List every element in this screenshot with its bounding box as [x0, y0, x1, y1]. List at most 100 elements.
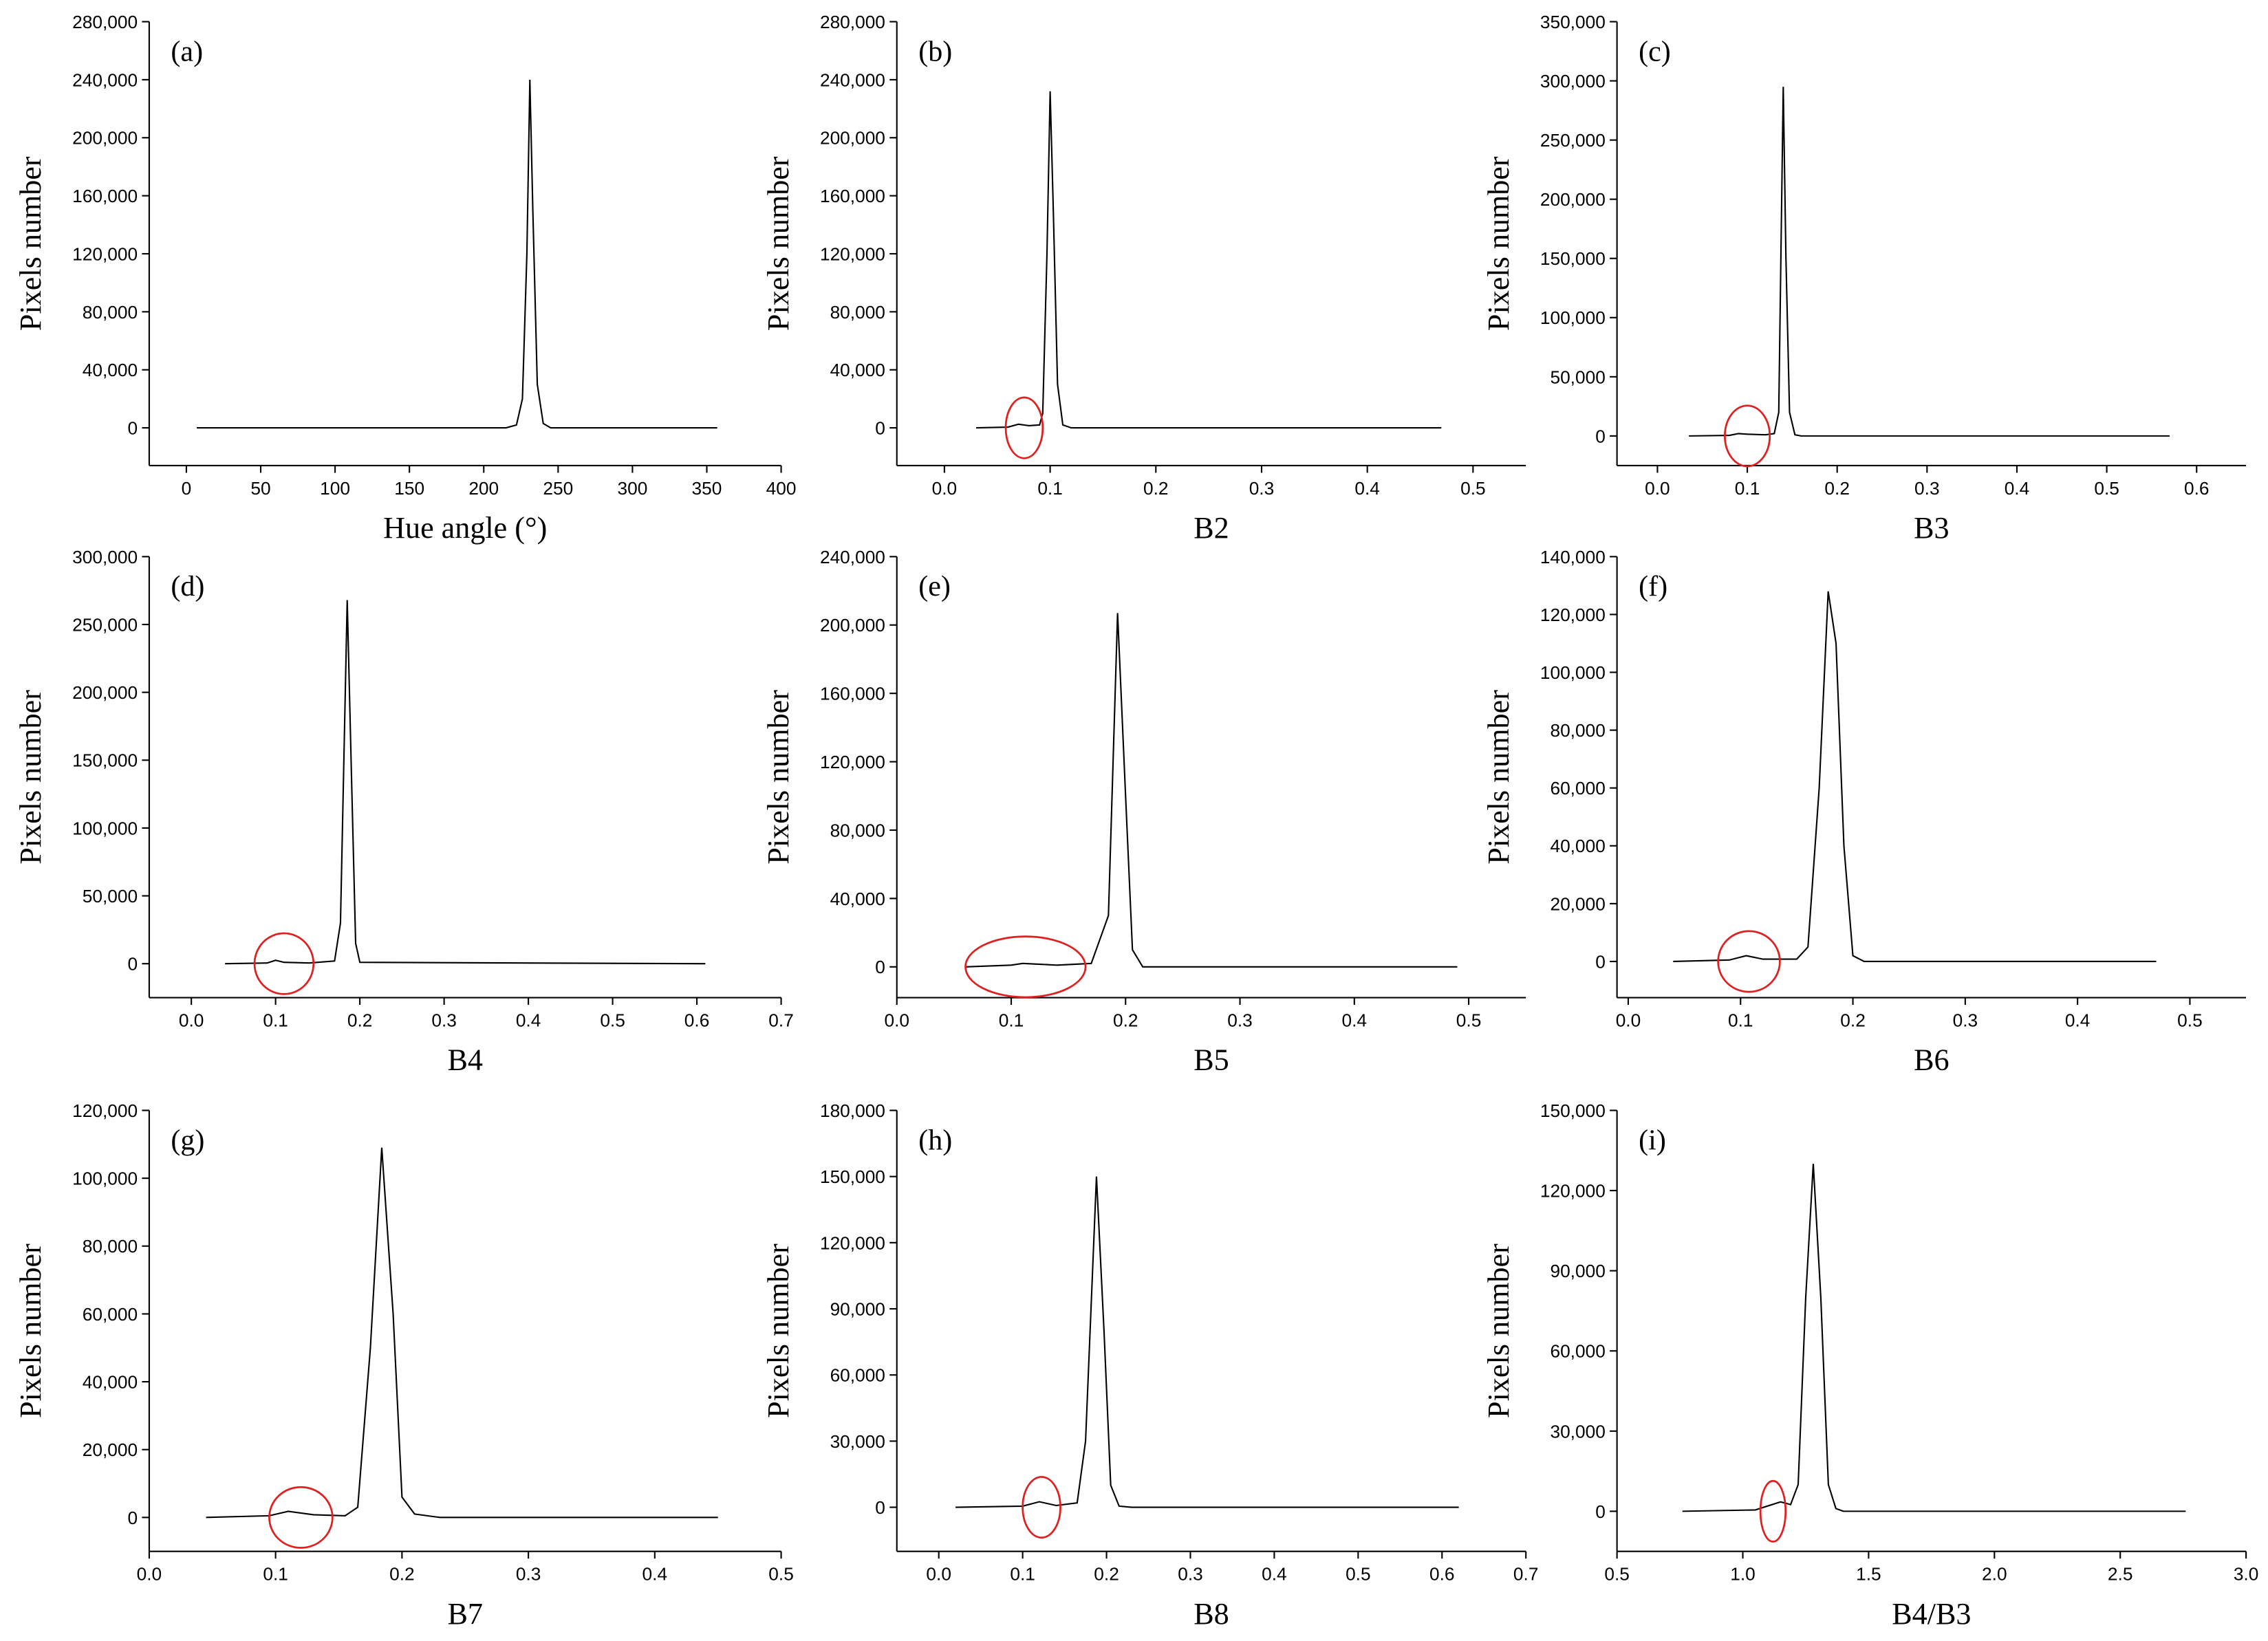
x-tick-label: 0.1 [1037, 478, 1063, 499]
panel: 0 30,000 60,000 90,000 120,000 150,000 180,000… [762, 1100, 1538, 1631]
x-tick-label: 0.4 [2065, 1010, 2091, 1031]
x-tick-label: 0.5 [1604, 1564, 1630, 1585]
highlight-circle [1022, 1476, 1061, 1539]
x-tick-label: 0.0 [179, 1010, 204, 1031]
data-line [955, 1176, 1459, 1508]
y-tick-label: 0 [127, 954, 138, 975]
x-tick-label: 400 [766, 478, 797, 499]
y-tick-label: 20,000 [83, 1439, 138, 1460]
x-tick-label: 0.1 [263, 1010, 288, 1031]
y-tick-label: 0 [1595, 951, 1606, 972]
x-tick-label: 0.0 [932, 478, 958, 499]
x-tick-label: 0.2 [389, 1564, 415, 1585]
x-tick-label: 0.1 [263, 1564, 288, 1585]
x-tick-label: 0.0 [884, 1010, 909, 1031]
y-tick-label: 200,000 [72, 682, 138, 703]
y-tick-label: 100,000 [1540, 662, 1606, 683]
x-tick-label: 0.0 [1645, 478, 1670, 499]
y-axis-label: Pixels number [762, 1243, 795, 1418]
x-tick-label: 0.2 [1143, 478, 1169, 499]
panel-label: (e) [918, 571, 951, 602]
y-tick-label: 150,000 [820, 1166, 885, 1187]
y-axis-label: Pixels number [1482, 1243, 1515, 1418]
x-tick-label: 100 [320, 478, 350, 499]
y-tick-label: 0 [127, 418, 138, 439]
panel: 0 40,000 80,000 120,000 160,000 200,000 240,00… [762, 12, 1526, 545]
x-tick-label: 0.4 [642, 1564, 668, 1585]
y-tick-label: 30,000 [830, 1431, 885, 1452]
x-tick-label: 0.0 [1616, 1010, 1641, 1031]
x-tick-label: 0.5 [600, 1010, 625, 1031]
panel-label: (a) [171, 36, 203, 67]
x-tick-label: 0.4 [2005, 478, 2030, 499]
x-tick-label: 0.6 [684, 1010, 710, 1031]
x-tick-label: 0.2 [1840, 1010, 1866, 1031]
x-tick-label: 0.3 [1914, 478, 1940, 499]
y-axis-label: Pixels number [762, 690, 795, 865]
x-tick-label: 2.5 [2108, 1564, 2133, 1585]
y-axis-label: Pixels number [14, 690, 47, 865]
x-tick-label: 0.3 [1227, 1010, 1253, 1031]
x-axis-label: B4 [447, 1043, 483, 1077]
y-axis-label: Pixels number [14, 156, 47, 331]
x-tick-label: 0.4 [1262, 1564, 1287, 1585]
x-axis-label: B8 [1194, 1597, 1229, 1631]
x-tick-label: 0.1 [1010, 1564, 1035, 1585]
y-tick-label: 0 [1595, 426, 1606, 446]
data-line [975, 91, 1442, 429]
x-tick-label: 0 [182, 478, 192, 499]
panel-label: (d) [171, 571, 204, 602]
y-tick-label: 140,000 [1540, 547, 1606, 567]
y-tick-label: 160,000 [72, 186, 138, 206]
x-tick-label: 0.5 [768, 1564, 794, 1585]
y-tick-label: 250,000 [1540, 130, 1606, 151]
y-tick-label: 80,000 [830, 302, 885, 323]
y-tick-label: 280,000 [820, 12, 885, 32]
y-axis-label: Pixels number [1482, 156, 1515, 331]
x-axis-label: B7 [447, 1597, 483, 1631]
data-line [1689, 87, 2170, 437]
data-line [1682, 1164, 2186, 1512]
y-tick-label: 350,000 [1540, 12, 1606, 32]
x-axis-label: B4/B3 [1892, 1597, 1971, 1631]
data-line [965, 613, 1458, 968]
x-tick-label: 0.1 [1728, 1010, 1753, 1031]
x-tick-label: 2.0 [1982, 1564, 2007, 1585]
y-tick-label: 120,000 [820, 752, 885, 772]
y-tick-label: 120,000 [820, 243, 885, 264]
x-tick-label: 0.6 [1429, 1564, 1455, 1585]
y-tick-label: 40,000 [830, 889, 885, 909]
x-tick-label: 1.5 [1856, 1564, 1881, 1585]
y-tick-label: 90,000 [1550, 1261, 1605, 1281]
panel-label: (h) [918, 1124, 952, 1156]
x-tick-label: 350 [692, 478, 722, 499]
y-tick-label: 30,000 [1550, 1421, 1605, 1442]
panel-label: (g) [171, 1124, 204, 1156]
x-tick-label: 0.3 [1953, 1010, 1978, 1031]
y-tick-label: 150,000 [1540, 248, 1606, 269]
x-tick-label: 0.3 [1249, 478, 1275, 499]
y-tick-label: 200,000 [820, 615, 885, 635]
y-tick-label: 0 [875, 957, 885, 977]
y-tick-label: 50,000 [1550, 367, 1605, 387]
y-tick-label: 0 [875, 418, 885, 439]
x-tick-label: 0.7 [1513, 1564, 1539, 1585]
y-tick-label: 150,000 [1540, 1100, 1606, 1121]
y-tick-label: 160,000 [820, 684, 885, 704]
y-tick-label: 80,000 [1550, 720, 1605, 741]
panel: 0 50,000 100,000 150,000 200,000 250,000 300,0… [14, 547, 794, 1077]
x-tick-label: 0.5 [1456, 1010, 1482, 1031]
highlight-circle [1724, 404, 1771, 468]
y-tick-label: 50,000 [83, 886, 138, 906]
panel: 0 20,000 40,000 60,000 80,000 100,000 120,000 1… [1482, 547, 2247, 1077]
y-tick-label: 240,000 [72, 69, 138, 90]
x-tick-label: 0.1 [999, 1010, 1024, 1031]
y-tick-label: 150,000 [72, 750, 138, 771]
y-tick-label: 40,000 [83, 360, 138, 380]
panel-label: (b) [918, 36, 952, 67]
highlight-circle [1717, 930, 1781, 993]
x-axis-label: Hue angle (°) [383, 511, 547, 545]
y-tick-label: 100,000 [72, 1169, 138, 1189]
